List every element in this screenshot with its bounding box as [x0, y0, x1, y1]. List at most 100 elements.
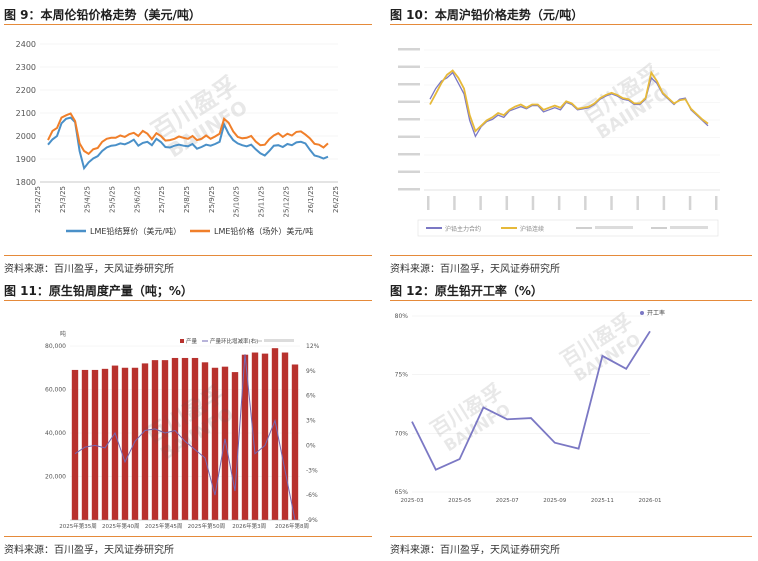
x-tick-label: 25/6/25 — [133, 186, 141, 213]
x-tick-label: 2025年第50周 — [188, 522, 226, 530]
figure-9: 图 9：本周伦铅价格走势（美元/吨） 2400 2300 2200 2100 2000 1… — [4, 0, 374, 280]
bar — [81, 369, 89, 520]
y-tick-label: 2200 — [16, 86, 36, 95]
x-tick-blur — [715, 196, 718, 210]
x-tick-blur — [505, 196, 509, 210]
x-tick-label: 2025年第40周 — [102, 522, 140, 530]
bar — [271, 348, 279, 520]
y-tick-label: 1900 — [16, 155, 36, 164]
y2-tick-label: -9% — [306, 517, 318, 524]
figure-9-title: 图 9：本周伦铅价格走势（美元/吨） — [4, 8, 201, 22]
y-axis-unit: 吨 — [60, 330, 66, 338]
bar — [231, 372, 239, 520]
x-tick-label: 2025-07 — [496, 498, 519, 504]
y-tick-label: 2100 — [16, 109, 36, 118]
x-tick-blur — [453, 196, 456, 210]
x-tick-label: 25/11/25 — [258, 186, 266, 217]
y-tick-label: 2000 — [16, 132, 36, 141]
x-tick-label: 2026-01 — [639, 498, 662, 504]
y2-tick-label: 0% — [306, 442, 316, 449]
bar — [171, 357, 179, 520]
bar — [221, 366, 229, 520]
x-tick-blur — [479, 196, 482, 210]
y-tick-blur — [398, 118, 420, 121]
legend-label: 产量 — [186, 337, 198, 345]
bar — [291, 364, 299, 520]
y2-tick-label: 12% — [306, 343, 320, 350]
bar — [241, 354, 249, 520]
bar — [141, 363, 149, 520]
bar — [151, 360, 159, 520]
legend-label: 沪铅主力合约 — [445, 225, 481, 233]
x-tick-blur — [636, 196, 639, 210]
x-tick-label: 25/12/25 — [282, 186, 290, 217]
legend-label: 沪铅连续 — [520, 225, 544, 233]
figure-12-title-rule — [390, 300, 752, 301]
figure-11-title-rule — [4, 300, 372, 301]
figure-9-title-rule — [4, 24, 372, 25]
y-tick-blur — [398, 83, 420, 86]
x-tick-label: 2025-09 — [543, 498, 566, 504]
figure-11-title: 图 11：原生铅周度产量（吨；%） — [4, 284, 193, 298]
y2-tick-label: -6% — [306, 492, 318, 499]
y-tick-blur — [398, 188, 420, 191]
x-tick-label: 2025-11 — [591, 498, 614, 504]
y-tick-label: 20,000 — [45, 474, 66, 481]
figure-11-source: 资料来源：百川盈孚，天风证券研究所 — [4, 545, 174, 556]
x-tick-blur — [427, 196, 430, 210]
figure-11-bottom-rule — [4, 536, 372, 537]
series-line-2 — [429, 69, 709, 133]
y-tick-label: 60,000 — [45, 387, 66, 394]
bar — [251, 352, 259, 520]
legend-label: LME铅结算价（美元/吨） — [90, 226, 181, 236]
y-tick-label: 2300 — [16, 63, 36, 72]
primary-lead-output-chart: 吨 80,000 60,000 40,000 20,000 12% 9% 6% 3% 0% -3% -… — [45, 330, 320, 530]
x-tick-label: 25/5/25 — [109, 186, 117, 213]
legend-label: LME铅价格（场外）美元/吨 — [214, 226, 313, 236]
figure-12-bottom-rule — [390, 536, 752, 537]
y2-tick-label: 3% — [306, 418, 316, 425]
figure-10-source: 资料来源：百川盈孚，天风证券研究所 — [390, 264, 560, 275]
y-tick-blur — [398, 170, 420, 173]
y-tick-label: 65% — [395, 489, 409, 496]
y-tick-label: 70% — [395, 430, 409, 437]
bar — [121, 367, 129, 520]
legend-label-blur — [670, 226, 708, 229]
figure-11: 图 11：原生铅周度产量（吨；%） 吨 80,000 60,000 40,000 20,… — [4, 278, 374, 561]
x-tick-label: 26/2/25 — [332, 186, 340, 213]
y-tick-label: 75% — [395, 372, 409, 379]
bar — [131, 367, 139, 520]
legend-label-blur — [595, 226, 633, 229]
x-tick-label: 25/2/25 — [34, 186, 42, 213]
legend-label: 产量环比增减率(右) — [210, 337, 258, 345]
bar — [281, 352, 289, 520]
series-line-growth — [74, 354, 296, 521]
y-tick-label: 1800 — [16, 178, 36, 187]
series-line-2 — [47, 112, 329, 156]
series-line-1 — [411, 330, 651, 471]
y2-tick-label: 6% — [306, 393, 316, 400]
x-tick-blur — [584, 196, 587, 210]
y-tick-blur — [398, 48, 420, 51]
y2-tick-label: -3% — [306, 467, 318, 474]
x-tick-blur — [557, 196, 561, 210]
x-tick-label: 25/4/25 — [84, 186, 92, 213]
x-tick-label: 2025-03 — [401, 498, 424, 504]
x-tick-blur — [531, 196, 535, 210]
legend-swatch — [180, 339, 184, 343]
legend-label: 开工率 — [647, 309, 665, 317]
y-tick-label: 2400 — [16, 40, 36, 49]
y-tick-label: 80% — [395, 313, 409, 320]
x-tick-blur — [688, 196, 692, 210]
x-tick-blur — [662, 196, 666, 210]
x-tick-label: 25/9/25 — [208, 186, 216, 213]
bar — [71, 369, 79, 520]
primary-lead-utilization-chart: 80% 75% 70% 65% 2025-03 2025-05 2025-07 2025-09… — [395, 309, 665, 504]
legend-label-blur — [264, 339, 294, 342]
y-tick-blur — [398, 100, 420, 103]
